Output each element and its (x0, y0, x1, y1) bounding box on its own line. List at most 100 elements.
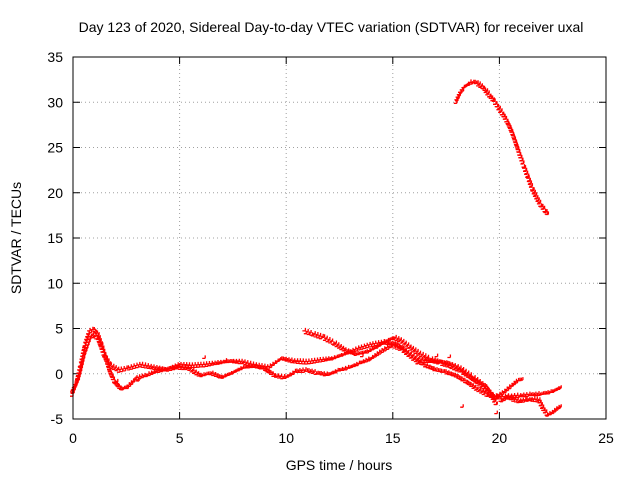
marker-track-tail-13 (515, 396, 519, 401)
marker-track-high-37 (489, 95, 494, 100)
marker-track-secondary-280 (408, 351, 412, 355)
marker-track-main-201 (272, 373, 277, 377)
marker-track-main-317 (431, 366, 435, 371)
marker-track-high-33 (486, 90, 490, 95)
marker-track-secondary-94 (148, 363, 152, 368)
marker-track-main-350 (475, 386, 479, 391)
marker-track-upper-arc-122 (462, 370, 467, 375)
marker-track-high-105 (531, 187, 535, 191)
marker-track-high-93 (524, 170, 529, 175)
marker-track-main-339 (461, 377, 466, 382)
marker-track-main-344 (468, 381, 472, 386)
marker-track-secondary-192 (286, 357, 290, 361)
marker-track-secondary-158 (239, 358, 243, 363)
marker-track-high-78 (516, 149, 521, 153)
marker-track-upper-arc-78 (405, 342, 410, 347)
marker-track-secondary-276 (403, 348, 408, 352)
marker-track-upper-arc-145 (488, 392, 493, 396)
marker-track-secondary-55 (100, 349, 105, 353)
data-markers (70, 79, 562, 417)
marker-track-main-147 (197, 372, 202, 377)
marker-track-secondary-270 (396, 343, 401, 348)
marker-track-upper-arc-108 (444, 361, 448, 366)
marker-track-secondary-90 (142, 362, 147, 367)
marker-track-tail-30 (536, 397, 541, 401)
marker-track-main-348 (472, 384, 477, 389)
marker-track-main-79 (111, 376, 116, 381)
marker-track-high-20 (472, 79, 476, 84)
marker-track-secondary-41 (90, 332, 95, 337)
marker-track-tail-5 (504, 394, 509, 399)
marker-track-secondary-265 (389, 340, 394, 345)
marker-track-main-145 (195, 371, 200, 375)
marker-track-upper-arc-31 (342, 347, 347, 351)
marker-track-main-325 (443, 369, 447, 373)
marker-track-secondary-92 (145, 363, 149, 367)
marker-track-upper-arc-143 (486, 389, 491, 394)
marker-track-high-58 (506, 121, 510, 126)
marker-track-main-157 (212, 372, 217, 376)
y-tick-label-1: 0 (55, 366, 63, 382)
marker-track-high-89 (522, 165, 527, 169)
marker-track-secondary-88 (139, 361, 144, 366)
marker-track-main-352 (477, 387, 482, 392)
marker-isolated-9 (415, 360, 420, 365)
marker-track-main-199 (270, 371, 274, 376)
marker-track-main-332 (452, 372, 457, 377)
marker-isolated-4 (460, 404, 464, 408)
marker-track-main-407 (558, 385, 562, 389)
marker-isolated-3 (223, 358, 228, 362)
marker-track-upper-arc-101 (434, 358, 439, 363)
marker-track-main-87 (118, 385, 122, 390)
marker-track-upper-arc-68 (393, 334, 397, 339)
marker-track-upper-arc-90 (420, 351, 424, 356)
marker-track-upper-arc-135 (477, 381, 482, 386)
marker-track-main-334 (455, 374, 459, 378)
marker-track-high-102 (529, 183, 534, 187)
marker-track-main-207 (281, 374, 286, 378)
marker-track-main-389 (532, 391, 537, 396)
marker-track-secondary-21 (80, 361, 84, 366)
marker-track-secondary-160 (242, 359, 246, 364)
marker-track-upper-arc-148 (491, 395, 496, 400)
marker-track-high-125 (545, 211, 550, 216)
marker-track-tail-53 (558, 404, 562, 408)
marker-track-upper-arc-20 (329, 338, 334, 343)
chart-title: Day 123 of 2020, Sidereal Day-to-day VTE… (79, 19, 584, 35)
marker-track-main-45 (92, 328, 97, 333)
plot-frame (72, 56, 607, 420)
marker-track-main-232 (318, 371, 322, 375)
marker-track-main-222 (303, 367, 307, 371)
marker-track-secondary-121 (186, 362, 191, 366)
marker-track-upper-arc-139 (482, 385, 487, 390)
marker-track-high-26 (479, 83, 483, 87)
marker-track-upper-arc-2 (305, 328, 309, 333)
marker-track-upper-arc-11 (317, 332, 322, 337)
marker-track-main-41 (87, 327, 91, 332)
marker-track-main-141 (190, 367, 195, 372)
marker-track-main-391 (536, 391, 540, 395)
marker-track-upper-arc-126 (467, 374, 471, 379)
marker-track-main-312 (424, 363, 429, 367)
marker-track-secondary-64 (107, 361, 112, 365)
marker-track-main-234 (321, 371, 325, 375)
marker-track-high-22 (475, 80, 479, 84)
y-tick-label-7: 30 (47, 94, 63, 110)
marker-track-secondary-166 (250, 361, 255, 366)
marker-track-secondary-274 (401, 346, 405, 351)
marker-track-main-336 (457, 375, 462, 380)
marker-track-upper-arc-80 (408, 344, 412, 349)
marker-track-high-42 (493, 101, 498, 105)
marker-track-main-281 (384, 344, 389, 349)
marker-track-tail-28 (534, 396, 538, 401)
marker-track-upper-arc-124 (464, 372, 469, 377)
marker-track-high-46 (497, 105, 501, 110)
y-tick-label-8: 35 (47, 49, 63, 65)
x-tick-label-4: 20 (492, 430, 508, 446)
marker-track-high-123 (544, 209, 548, 213)
marker-track-high-17 (468, 79, 472, 84)
marker-track-high-120 (541, 205, 546, 210)
marker-track-secondary-202 (300, 358, 304, 363)
axis-ticks (72, 56, 607, 420)
marker-track-upper-arc-4 (308, 330, 312, 334)
